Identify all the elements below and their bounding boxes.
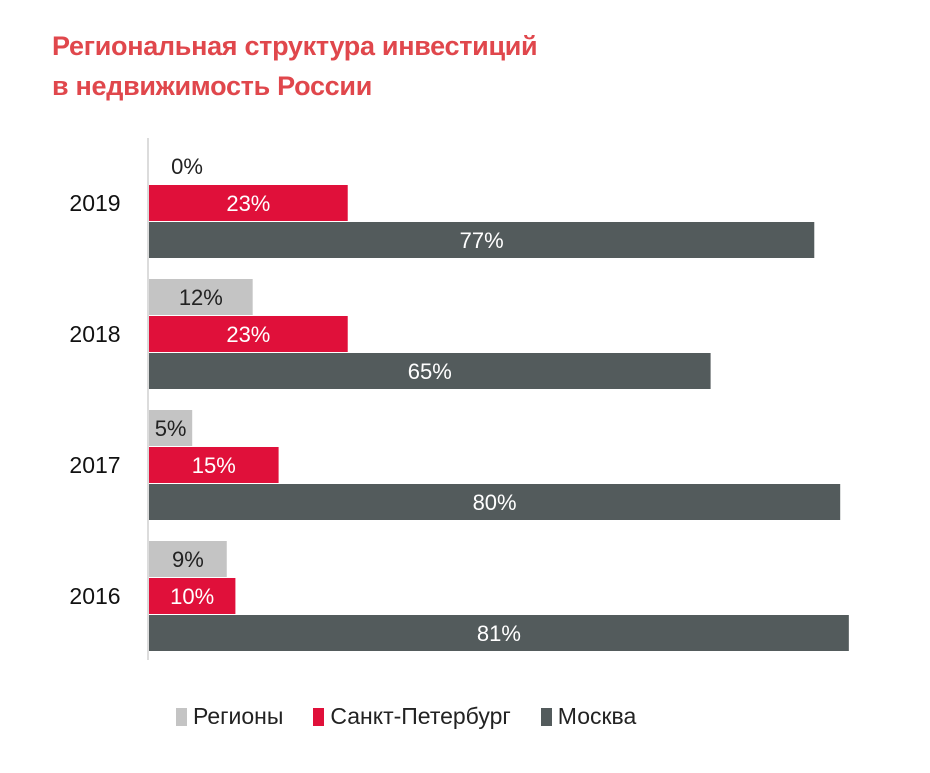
- bar-2017-series-2: [149, 484, 841, 520]
- bar-2016-series-0: [149, 541, 227, 577]
- bar-2016-series-2: [149, 615, 849, 651]
- legend-item-moscow: Москва: [540, 703, 637, 730]
- legend-label-regions: Регионы: [193, 703, 284, 729]
- legend: Регионы Санкт-Петербург Москва: [176, 703, 636, 730]
- legend-swatch-moscow: [540, 707, 552, 726]
- bar-2017-series-1: [149, 447, 279, 483]
- bar-2017-series-0: [149, 410, 193, 446]
- data-label-2019-series-0: 0%: [171, 154, 203, 179]
- legend-item-spb: Санкт-Петербург: [313, 703, 511, 730]
- bar-2018-series-0: [149, 279, 253, 315]
- chart-title-line-2: в недвижимость России: [52, 71, 372, 101]
- legend-item-regions: Регионы: [176, 703, 283, 730]
- year-label-2017: 2017: [69, 452, 120, 478]
- data-label-2018-series-1: 23%: [226, 322, 270, 347]
- bar-2018-series-1: [149, 316, 348, 352]
- data-label-2016-series-0: 9%: [172, 547, 204, 572]
- legend-label-spb: Санкт-Петербург: [330, 703, 511, 729]
- bar-2019-series-1: [149, 185, 348, 221]
- data-label-2018-series-0: 12%: [179, 285, 223, 310]
- legend-label-moscow: Москва: [557, 703, 637, 729]
- year-label-2016: 2016: [69, 583, 120, 609]
- data-label-2017-series-0: 5%: [155, 416, 187, 441]
- data-label-2019-series-1: 23%: [226, 191, 270, 216]
- data-label-2016-series-1: 10%: [170, 584, 214, 609]
- bar-2018-series-2: [149, 353, 711, 389]
- chart-title-line-1: Региональная структура инвестиций: [52, 31, 538, 61]
- data-label-2016-series-2: 81%: [477, 621, 521, 646]
- data-label-2017-series-2: 80%: [473, 490, 517, 515]
- data-label-2017-series-1: 15%: [192, 453, 236, 478]
- chart-title: Региональная структура инвестиций в недв…: [52, 26, 538, 106]
- bar-chart: 20190%23%77%201812%23%65%20175%15%80%201…: [69, 138, 849, 660]
- legend-swatch-regions: [176, 707, 187, 726]
- bar-2016-series-1: [149, 578, 236, 614]
- year-label-2019: 2019: [69, 190, 120, 216]
- year-label-2018: 2018: [69, 321, 120, 347]
- data-label-2018-series-2: 65%: [408, 359, 452, 384]
- legend-swatch-spb: [313, 707, 325, 726]
- bar-2019-series-2: [149, 222, 815, 258]
- data-label-2019-series-2: 77%: [460, 228, 504, 253]
